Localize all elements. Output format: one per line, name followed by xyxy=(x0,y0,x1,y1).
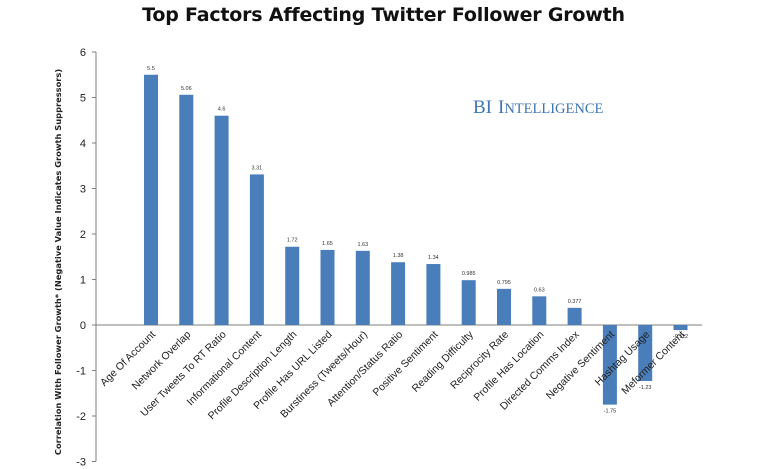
axes-group: -3 -2 -1 0 1 2 3 4 5 6 xyxy=(76,47,703,469)
data-label: 1.72 xyxy=(287,238,298,244)
y-tick-label: 1 xyxy=(80,275,86,287)
category-label: Reading Difficulty xyxy=(410,328,477,395)
data-label: -0.112 xyxy=(673,334,688,340)
bar xyxy=(144,74,158,325)
bar xyxy=(320,249,335,325)
y-tick-label: 5 xyxy=(80,93,86,105)
bar xyxy=(567,307,582,325)
category-label: Meformer Content xyxy=(619,329,687,397)
bar xyxy=(391,262,406,325)
data-label: 3.31 xyxy=(252,165,263,171)
bar xyxy=(355,250,370,325)
bar xyxy=(602,325,617,405)
data-label: 1.63 xyxy=(357,242,368,248)
bar xyxy=(285,246,300,325)
y-tick-label: 0 xyxy=(80,320,86,332)
bar xyxy=(497,288,511,325)
data-label: 1.65 xyxy=(322,241,333,247)
watermark-rest: INTELLIGENCE xyxy=(498,97,604,118)
y-tick-label: 2 xyxy=(80,229,86,241)
data-label: 5.5 xyxy=(147,66,155,72)
bar xyxy=(214,115,229,325)
category-label: Positive Sentiment xyxy=(371,329,441,399)
y-tick-label: 6 xyxy=(80,47,86,59)
data-label: 5.06 xyxy=(181,86,192,92)
data-label: 0.63 xyxy=(534,287,545,293)
bi-intelligence-watermark: BI INTELLIGENCE xyxy=(473,97,604,118)
data-label: 0.377 xyxy=(568,299,582,305)
y-tick-label: -2 xyxy=(76,411,86,423)
y-tick-label: 4 xyxy=(80,138,86,150)
bar xyxy=(179,94,194,326)
bar xyxy=(673,325,688,331)
data-label: 1.38 xyxy=(393,253,404,259)
data-label: 1.34 xyxy=(428,255,439,261)
data-label: 0.985 xyxy=(462,271,476,277)
bar xyxy=(532,296,547,325)
data-label: 0.795 xyxy=(497,280,511,286)
bar xyxy=(461,280,476,325)
bar xyxy=(638,325,653,381)
y-tick-label: -1 xyxy=(76,366,86,378)
data-labels-group: 5.5 5.06 4.6 3.31 1.72 1.65 1.63 1.38 1.34 0.985 0… xyxy=(147,66,688,415)
bar xyxy=(426,264,441,325)
data-label: -1.23 xyxy=(639,385,652,391)
bars-group xyxy=(144,74,688,405)
watermark-lead: BI xyxy=(473,97,492,118)
data-label: 4.6 xyxy=(218,107,226,113)
y-tick-label: 3 xyxy=(80,184,86,196)
chart-title: Top Factors Affecting Twitter Follower G… xyxy=(142,4,625,26)
data-label: -1.75 xyxy=(604,409,617,415)
bar xyxy=(249,174,264,325)
y-axis-label: Correlation With Follower Growth* (Negat… xyxy=(53,69,63,455)
y-tick-label: -3 xyxy=(76,457,86,469)
